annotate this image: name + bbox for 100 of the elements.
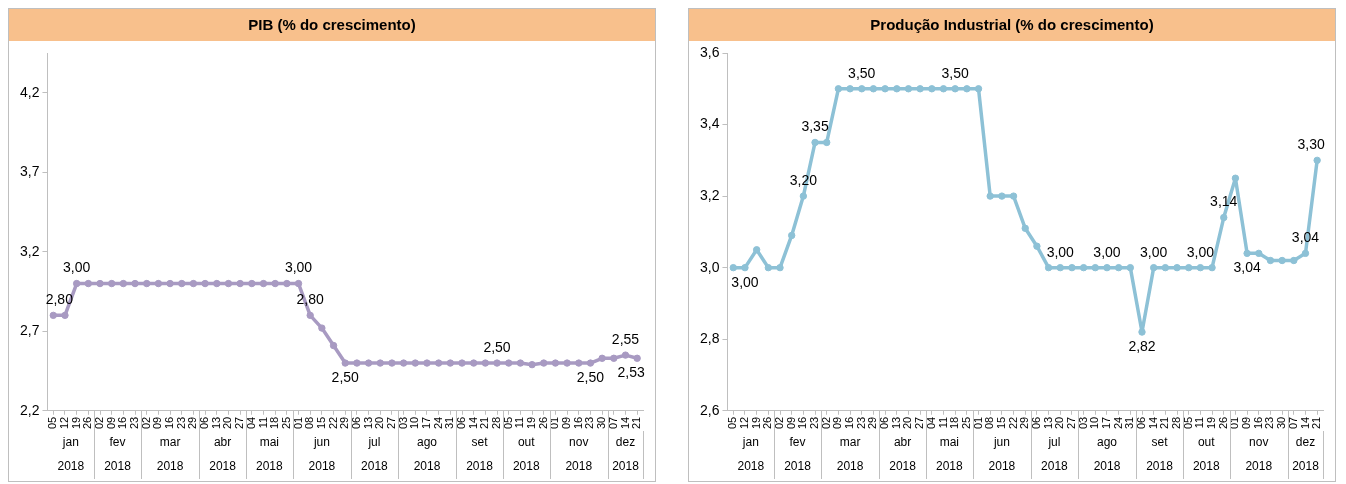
- point: [1044, 263, 1053, 272]
- x-tick-label: 26: [761, 416, 774, 430]
- point: [353, 359, 361, 367]
- point: [364, 359, 373, 367]
- point: [1138, 328, 1146, 336]
- y-tick-label: 3,0: [699, 258, 720, 275]
- x-tick-label: 02: [139, 416, 152, 430]
- text: set: [471, 435, 489, 450]
- text: 2018: [512, 459, 540, 474]
- x-tick-label: 03: [1076, 416, 1089, 430]
- text: 2018: [988, 459, 1016, 474]
- x-tick-label: 15: [994, 416, 1007, 430]
- text: 2018: [57, 459, 85, 474]
- x-tick-label: 13: [209, 416, 222, 430]
- x-tick-label: 16: [796, 416, 809, 430]
- point: [575, 359, 583, 367]
- x-tick-label: 16: [116, 416, 129, 430]
- text: ago: [1096, 435, 1118, 450]
- y-tick-label: 2,6: [699, 401, 720, 418]
- data-label: 2,50: [576, 368, 605, 385]
- point: [963, 85, 971, 93]
- point: [1149, 263, 1158, 272]
- point: [787, 231, 796, 240]
- text: nov: [569, 435, 589, 450]
- x-tick-label: 11: [256, 416, 269, 429]
- x-tick-label: 14: [466, 416, 479, 430]
- x-tick-label: 06: [349, 416, 362, 430]
- point: [1313, 156, 1321, 165]
- point: [84, 279, 93, 288]
- x-tick-label: 08: [983, 416, 996, 430]
- point: [633, 354, 641, 362]
- point: [143, 279, 151, 288]
- point: [551, 359, 560, 367]
- x-tick-label: 12: [738, 416, 751, 430]
- point: [764, 263, 773, 272]
- x-tick-label: 21: [1310, 416, 1323, 430]
- point: [72, 279, 81, 288]
- point: [1196, 263, 1205, 272]
- x-tick-label: 06: [455, 416, 468, 430]
- text: out: [517, 435, 536, 450]
- point: [505, 359, 513, 367]
- text: 2018: [361, 459, 389, 474]
- point: [96, 279, 104, 288]
- point: [376, 359, 384, 367]
- x-tick-label: 31: [1123, 416, 1136, 430]
- point: [1220, 213, 1228, 222]
- chart-title: PIB (% do crescimento): [9, 9, 655, 41]
- text: 2018: [784, 459, 812, 474]
- x-tick-label: 06: [878, 416, 891, 430]
- x-tick-label: 21: [1158, 416, 1171, 430]
- y-tick-label: 4,2: [19, 83, 40, 100]
- point: [166, 279, 174, 288]
- x-tick-label: 10: [408, 416, 421, 430]
- point: [1208, 263, 1216, 272]
- x-tick-label: 09: [784, 416, 797, 430]
- point: [741, 263, 749, 272]
- point: [904, 85, 913, 93]
- x-tick-label: 10: [1088, 416, 1101, 430]
- x-tick-label: 22: [1006, 416, 1019, 430]
- point: [974, 85, 983, 93]
- x-tick-label: 11: [1193, 416, 1206, 429]
- x-tick-label: 18: [268, 416, 281, 430]
- text: dez: [1295, 435, 1316, 450]
- data-label: 3,00: [1046, 243, 1075, 260]
- point: [1068, 263, 1076, 272]
- point: [1091, 263, 1099, 272]
- text: 2018: [255, 459, 283, 474]
- x-tick-label: 19: [69, 416, 82, 430]
- point: [224, 279, 233, 288]
- point: [1033, 242, 1041, 250]
- x-tick-label: 11: [513, 416, 526, 429]
- point: [540, 359, 548, 367]
- point: [1114, 263, 1123, 272]
- point: [1021, 224, 1029, 233]
- point: [154, 279, 163, 288]
- x-tick-label: 29: [186, 416, 199, 430]
- point: [131, 279, 139, 288]
- data-label: 3,20: [789, 171, 818, 188]
- x-tick-label: 30: [595, 416, 608, 430]
- x-tick-label: 25: [959, 416, 972, 430]
- point: [586, 359, 595, 367]
- data-label: 3,04: [1233, 259, 1261, 276]
- point: [493, 359, 501, 367]
- x-tick-label: 27: [1064, 416, 1077, 430]
- point: [1231, 174, 1240, 182]
- point: [528, 360, 536, 369]
- chart-title: Produção Industrial (% do crescimento): [689, 9, 1335, 41]
- x-tick-label: 19: [749, 416, 762, 430]
- point: [306, 311, 314, 320]
- text: abr: [893, 435, 912, 450]
- text: 2018: [1192, 459, 1220, 474]
- x-tick-label: 23: [808, 416, 821, 430]
- point: [1173, 263, 1181, 272]
- data-label: 2,55: [611, 330, 640, 347]
- x-tick-label: 17: [1100, 416, 1112, 430]
- x-tick-label: 20: [1053, 416, 1066, 430]
- point: [928, 85, 936, 93]
- x-tick-label: 20: [373, 416, 386, 430]
- text: 2018: [836, 459, 864, 474]
- text: 2018: [1093, 459, 1121, 474]
